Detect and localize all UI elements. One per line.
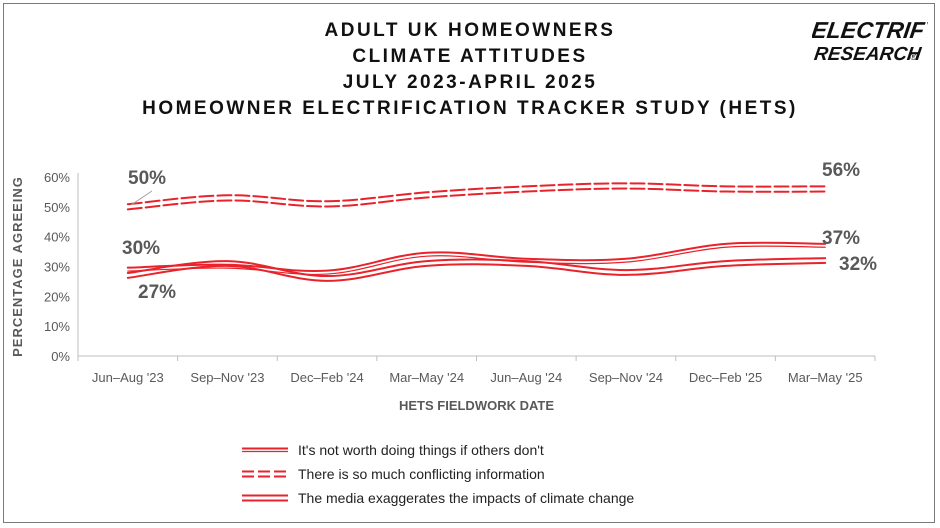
x-tick-label: Dec–Feb '25 [689,370,762,385]
data-label-not-worth-start: 27% [138,282,176,303]
series-line-1-0 [126,182,827,206]
y-tick-label: 0% [51,349,70,364]
data-label-not-worth-end: 37% [822,228,860,249]
chart-title: ADULT UK HOMEOWNERS CLIMATE ATTITUDES JU… [0,18,940,122]
data-label-media-end: 32% [839,254,877,275]
y-tick-label: 30% [44,260,70,275]
legend-swatch-media [242,494,288,502]
x-tick-label: Mar–May '25 [788,370,863,385]
x-tick-label: Dec–Feb '24 [290,370,363,385]
legend-label-conflicting: There is so much conflicting information [298,466,545,482]
x-tick-label: Sep–Nov '24 [589,370,663,385]
data-label-conflicting-end: 56% [822,160,860,181]
y-tick-label: 40% [44,230,70,245]
y-tick-label: 50% [44,200,70,215]
y-tick-label: 10% [44,319,70,334]
legend-swatch-not-worth [242,447,288,453]
logo-line-1: ELECTRIFY [812,17,928,43]
title-line-2: CLIMATE ATTITUDES [352,46,588,67]
y-axis-title: PERCENTAGE AGREEING [10,176,25,357]
electrify-research-logo: ELECTRIFY RESEARCH ® [812,17,928,65]
x-tick-label: Jun–Aug '24 [490,370,562,385]
chart-frame [3,3,935,523]
y-tick-label: 60% [44,170,70,185]
legend-label-media: The media exaggerates the impacts of cli… [298,490,635,506]
legend-swatch-conflicting [242,470,288,478]
data-label-conflicting-start: 50% [128,168,166,189]
x-tick-label: Mar–May '24 [389,370,464,385]
series-line-0-1 [127,245,826,276]
x-axis-title: HETS FIELDWORK DATE [399,398,554,413]
legend-item-conflicting: There is so much conflicting information [240,462,634,486]
legend-label-not-worth: It's not worth doing things if others do… [298,442,544,458]
title-line-1: ADULT UK HOMEOWNERS [324,20,616,41]
logo-line-2: RESEARCH [813,44,924,65]
data-label-media-start: 30% [122,238,160,259]
series-line-1-1 [126,187,827,211]
series-line-2-0 [126,257,827,278]
logo-registered-mark: ® [910,52,917,62]
line-chart: 0% 10% 20% 30% 40% 50% 60% Jun–Aug '23 Sep–Nov '… [10,160,877,413]
y-tick-label: 20% [44,289,70,304]
series-line-2-1 [126,261,827,282]
series-line-0-0 [126,241,827,273]
leader-line-conflicting-start [130,190,153,206]
legend: It's not worth doing things if others do… [240,438,634,510]
legend-item-not-worth: It's not worth doing things if others do… [240,438,634,462]
x-tick-label: Jun–Aug '23 [92,370,164,385]
title-line-3: JULY 2023-APRIL 2025 [342,72,598,93]
x-tick-label: Sep–Nov '23 [190,370,264,385]
title-line-4: HOMEOWNER ELECTRIFICATION TRACKER STUDY … [142,98,798,119]
legend-item-media: The media exaggerates the impacts of cli… [240,486,634,510]
